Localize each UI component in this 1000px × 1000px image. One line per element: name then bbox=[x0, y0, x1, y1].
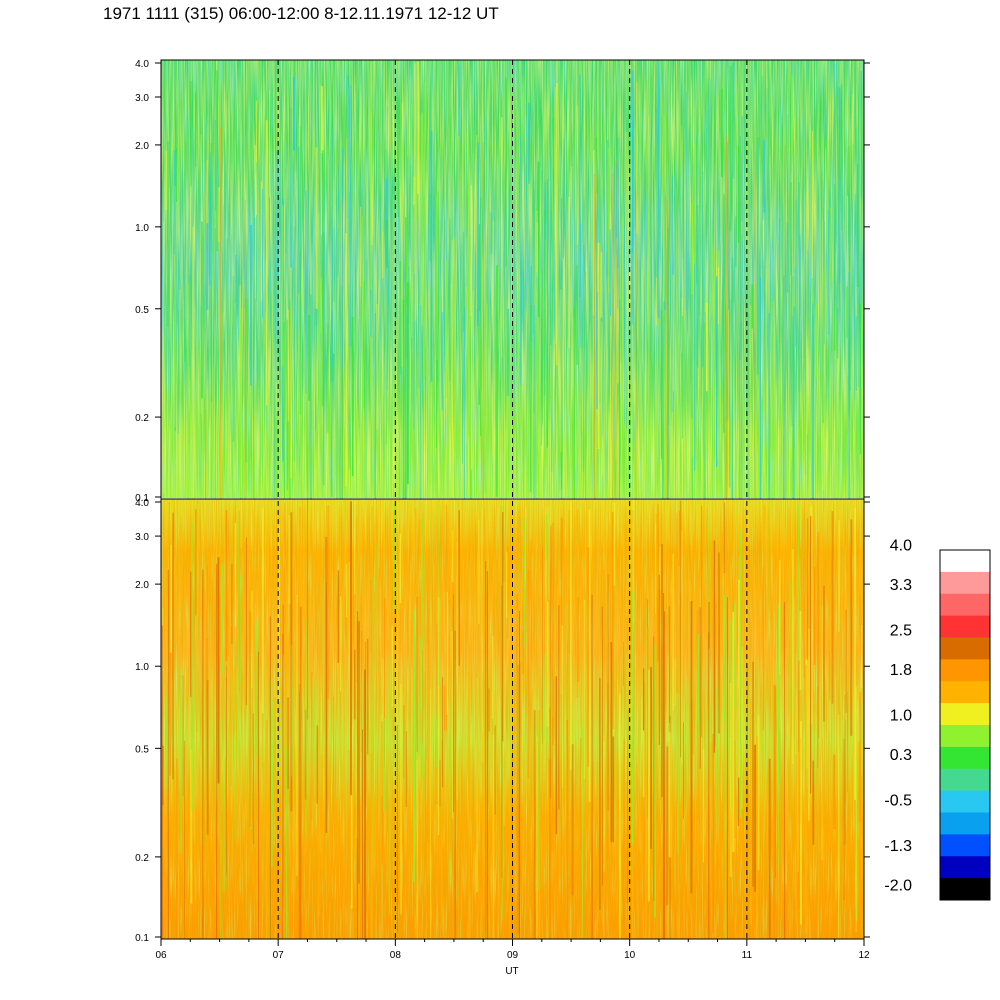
colorbar-label: -2.0 bbox=[884, 878, 912, 895]
y-tick-label: 0.5 bbox=[135, 305, 149, 316]
colorbar-swatch bbox=[940, 615, 990, 639]
x-tick-label: 10 bbox=[624, 950, 636, 961]
y-tick-label: 3.0 bbox=[135, 532, 149, 543]
colorbar-label: 0.3 bbox=[890, 747, 912, 764]
y-tick-label: 0.1 bbox=[135, 493, 149, 504]
colorbar-swatch bbox=[940, 659, 990, 682]
colorbar-swatch bbox=[940, 571, 990, 595]
colorbar-label: 1.0 bbox=[890, 708, 912, 725]
lower-y-axis: 4.0 3.0 2.0 1.0 0.5 0.2 0.1 bbox=[135, 498, 870, 944]
colorbar-swatch bbox=[940, 637, 990, 660]
x-tick-label: 08 bbox=[390, 950, 402, 961]
chart-title: 1971 1111 (315) 06:00-12:00 8-12.11.1971… bbox=[103, 4, 499, 23]
colorbar-label: 3.3 bbox=[890, 577, 912, 594]
colorbar-swatch bbox=[940, 746, 990, 770]
y-tick-label: 0.2 bbox=[135, 853, 149, 864]
x-axis: 06 07 08 09 10 11 12 bbox=[155, 939, 870, 961]
colorbar-swatch bbox=[940, 878, 990, 901]
colorbar-swatch bbox=[940, 593, 990, 617]
colorbar-swatch bbox=[940, 790, 990, 814]
colorbar-label: 4.0 bbox=[890, 538, 912, 555]
y-tick-label: 1.0 bbox=[135, 662, 149, 673]
colorbar-label: 2.5 bbox=[890, 623, 912, 640]
colorbar-swatch bbox=[940, 812, 990, 835]
x-tick-label: 09 bbox=[507, 950, 519, 961]
x-tick-label: 11 bbox=[742, 950, 753, 961]
colorbar-label: -1.3 bbox=[884, 838, 912, 855]
dashed-hour-lines bbox=[277, 60, 748, 939]
colorbar-labels: 4.0 3.3 2.5 1.8 1.0 0.3 -0.5 -1.3 -2.0 bbox=[884, 538, 912, 895]
upper-y-axis: 4.0 3.0 2.0 1.0 0.5 0.2 0.1 bbox=[135, 59, 870, 504]
colorbar-swatch bbox=[940, 725, 990, 748]
y-tick-label: 2.0 bbox=[135, 580, 149, 591]
y-tick-label: 0.1 bbox=[135, 933, 149, 944]
colorbar-swatch bbox=[940, 834, 990, 857]
colorbar-swatch bbox=[940, 681, 990, 704]
y-tick-label: 4.0 bbox=[135, 498, 149, 509]
colorbar-swatch bbox=[940, 768, 990, 792]
colorbar bbox=[939, 549, 991, 901]
colorbar-frame bbox=[939, 549, 991, 901]
colorbar-label: 1.8 bbox=[890, 662, 912, 679]
colorbar-swatch bbox=[940, 856, 990, 879]
y-tick-label: 4.0 bbox=[135, 59, 149, 70]
y-tick-label: 0.2 bbox=[135, 413, 149, 424]
y-tick-label: 3.0 bbox=[135, 93, 149, 104]
y-tick-label: 1.0 bbox=[135, 223, 149, 234]
x-tick-label: 07 bbox=[273, 950, 285, 961]
colorbar-label: -0.5 bbox=[884, 793, 912, 810]
colorbar-swatch bbox=[940, 703, 990, 726]
y-tick-label: 0.5 bbox=[135, 744, 149, 755]
colorbar-swatch bbox=[940, 550, 990, 573]
x-axis-label: UT bbox=[505, 966, 518, 977]
y-tick-label: 2.0 bbox=[135, 141, 149, 152]
x-tick-label: 06 bbox=[155, 950, 167, 961]
x-tick-label: 12 bbox=[858, 950, 870, 961]
